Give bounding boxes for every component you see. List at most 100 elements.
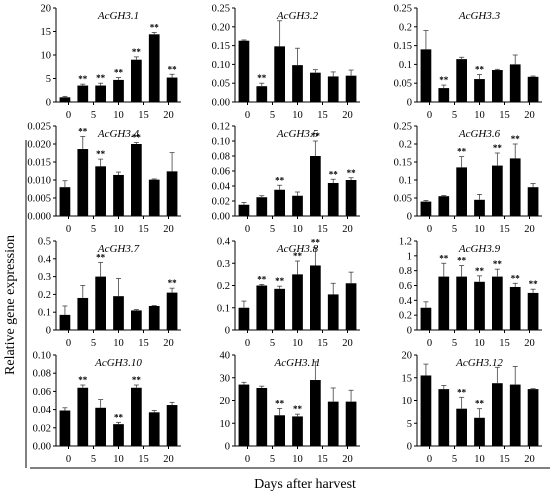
significance-mark: **: [96, 73, 106, 83]
significance-mark: **: [168, 64, 178, 74]
bar: [527, 292, 539, 330]
y-tick-label: 0.10: [212, 137, 230, 148]
bar: [166, 405, 178, 446]
chart-panel-1: 0 5 10 15 20 0 5 10 15 20 ** ** ** ** ** ** AcGH3.1: [41, 4, 181, 121]
x-tick-label: 20: [342, 224, 353, 235]
x-tick-label: 20: [524, 454, 535, 465]
y-tick-label: 0.00: [212, 98, 230, 109]
bar: [166, 171, 178, 216]
bar: [59, 97, 71, 102]
x-tick-label: 20: [524, 224, 535, 235]
bar: [310, 72, 321, 102]
y-tick-label: 0.4: [399, 296, 413, 307]
bar: [438, 276, 450, 330]
chart-panel-10: 0.00 0.02 0.04 0.06 0.08 0.10 0 5 10 15 20 ** ** ** Ac…: [33, 351, 181, 465]
y-axis-title: Relative gene expression: [3, 235, 18, 375]
significance-mark: **: [493, 143, 503, 153]
x-tick-label: 5: [91, 454, 96, 465]
bar: [238, 204, 250, 216]
x-tick-label: 5: [91, 338, 96, 349]
x-tick-label: 20: [342, 338, 353, 349]
bar: [509, 384, 521, 446]
x-tick-label: 20: [524, 110, 535, 121]
bar: [95, 407, 106, 446]
bar: [345, 180, 357, 216]
bar: [456, 408, 467, 446]
bar: [238, 40, 250, 102]
y-tick-label: 0.000: [27, 212, 51, 223]
significance-mark: **: [275, 276, 285, 286]
significance-mark: **: [275, 398, 285, 408]
bar: [77, 85, 89, 102]
bar: [95, 276, 106, 330]
gene-title: AcGH3.11: [274, 357, 321, 369]
bar: [148, 412, 160, 446]
bar: [131, 144, 142, 216]
x-tick-label: 15: [317, 454, 328, 465]
y-tick-label: 0.00: [212, 212, 230, 223]
bar: [292, 65, 303, 102]
x-tick-label: 10: [113, 110, 124, 121]
y-tick-label: 40: [220, 351, 231, 362]
y-tick-label: 0.1: [217, 303, 230, 314]
y-tick-label: 0.010: [27, 176, 51, 187]
bar: [113, 79, 124, 102]
y-tick-label: 0: [407, 326, 412, 337]
bar: [238, 307, 250, 330]
x-tick-label: 0: [66, 454, 71, 465]
significance-mark: **: [311, 131, 321, 141]
significance-mark: **: [475, 399, 485, 409]
x-tick-label: 10: [474, 454, 485, 465]
y-tick-label: 0.15: [212, 41, 230, 52]
significance-mark: **: [475, 65, 485, 75]
y-tick-label: 0.1: [399, 60, 412, 71]
x-tick-label: 10: [474, 110, 485, 121]
bar: [131, 59, 142, 102]
x-axis-title: Days after harvest: [254, 477, 356, 492]
bar: [310, 265, 321, 330]
gene-title: AcGH3.3: [458, 10, 501, 22]
bar: [148, 179, 160, 216]
bar: [474, 417, 485, 446]
x-tick-label: 5: [270, 224, 275, 235]
y-tick-label: 0.2: [399, 22, 412, 33]
bar: [77, 149, 89, 216]
y-tick-label: 0: [225, 442, 230, 453]
y-tick-label: 0.05: [394, 79, 412, 90]
bar: [345, 283, 357, 330]
bar: [131, 387, 142, 446]
x-tick-label: 5: [452, 454, 457, 465]
significance-mark: **: [529, 279, 539, 289]
y-tick-label: 0.4: [217, 237, 231, 248]
x-tick-label: 15: [138, 224, 149, 235]
x-tick-label: 15: [317, 338, 328, 349]
y-tick-label: 0.2: [217, 281, 230, 292]
significance-mark: **: [96, 149, 106, 159]
bar: [327, 183, 339, 216]
y-tick-label: 0.1: [38, 308, 51, 319]
y-tick-label: 0: [407, 98, 412, 109]
bar: [59, 314, 71, 330]
bar: [59, 410, 71, 446]
significance-mark: **: [511, 273, 521, 283]
x-tick-label: 0: [66, 224, 71, 235]
significance-mark: **: [457, 147, 467, 157]
x-tick-label: 5: [270, 454, 275, 465]
significance-mark: **: [114, 412, 124, 422]
x-tick-label: 15: [138, 338, 149, 349]
y-tick-label: 0.8: [399, 266, 412, 277]
bar: [274, 288, 285, 330]
y-tick-label: 0: [407, 212, 412, 223]
chart-panel-8: 00.10.20.30.40 5 10 15 20** ******AcGH3.8: [217, 237, 360, 349]
bar: [274, 46, 285, 102]
x-tick-label: 15: [138, 110, 149, 121]
y-tick-label: 0.4: [38, 254, 52, 265]
significance-mark: **: [439, 75, 449, 85]
x-tick-label: 5: [452, 224, 457, 235]
bar: [492, 70, 503, 102]
y-tick-label: 0.02: [212, 197, 230, 208]
y-tick-label: 0.15: [394, 41, 412, 52]
chart-panel-12: 0 5 10 15 20 0 5 10 15 20 ** ** AcGH3.12: [402, 351, 542, 465]
x-tick-label: 20: [163, 454, 174, 465]
y-tick-label: 0.20: [212, 22, 230, 33]
